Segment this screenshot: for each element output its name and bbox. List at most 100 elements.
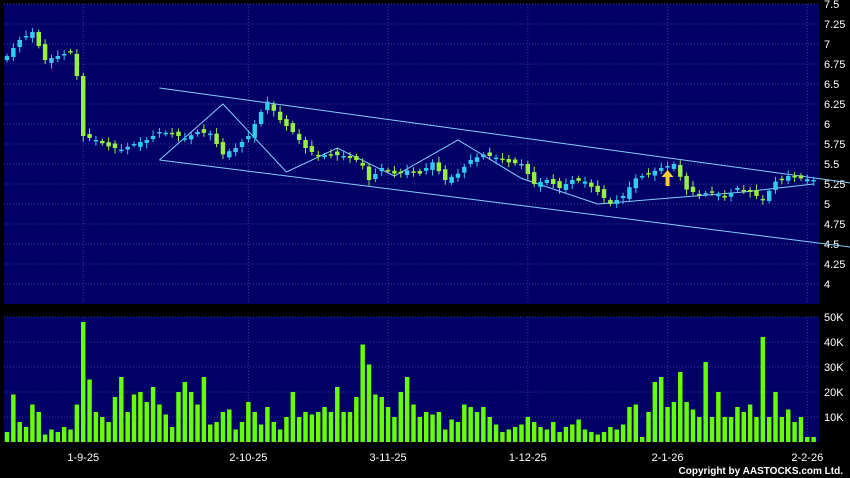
candle-body — [316, 154, 321, 157]
candle-body — [557, 181, 562, 188]
candle-body — [481, 154, 486, 158]
volume-bar — [462, 404, 467, 442]
candle-body — [182, 138, 188, 140]
date-tick-label: 1-12-25 — [509, 452, 547, 464]
volume-bar — [805, 437, 810, 442]
candle-body — [220, 142, 226, 155]
volume-bar — [449, 419, 454, 442]
volume-bar — [658, 377, 664, 442]
volume-bar — [341, 412, 346, 442]
volume-bar — [684, 402, 689, 442]
volume-bar — [646, 412, 651, 442]
volume-bar — [754, 417, 759, 442]
candle-body — [296, 133, 302, 140]
candle-body — [112, 143, 118, 148]
volume-bar — [119, 377, 124, 442]
volume-bar — [601, 432, 607, 442]
volume-bar — [722, 417, 727, 442]
candle-body — [684, 175, 689, 190]
price-panel — [4, 4, 819, 304]
candle-body — [722, 195, 727, 198]
candle-body — [525, 164, 531, 174]
volume-bar — [169, 427, 175, 442]
candlestick-series — [4, 28, 816, 208]
candle-body — [93, 140, 99, 142]
candle-body — [163, 132, 169, 135]
price-tick-label: 6 — [824, 119, 830, 131]
candle-body — [493, 157, 499, 160]
candle-body — [201, 129, 207, 133]
volume-bar — [271, 422, 276, 442]
volume-y-axis: 50K 40K 30K 20K 10K — [824, 312, 844, 424]
candle-body — [119, 149, 124, 152]
candle-body — [538, 182, 543, 187]
volume-bar — [246, 402, 251, 442]
volume-bar — [728, 417, 734, 442]
candle-body — [735, 188, 740, 190]
candle-body — [754, 190, 759, 196]
volume-bar — [366, 364, 372, 442]
volume-bar — [773, 392, 778, 442]
volume-bar — [296, 417, 302, 442]
date-tick-label: 2-2-26 — [791, 452, 823, 464]
volume-bar — [11, 394, 16, 442]
candle-body — [87, 134, 92, 138]
candle-body — [309, 146, 315, 152]
volume-bar — [150, 387, 156, 442]
volume-bar — [277, 429, 283, 442]
candle-body — [690, 186, 696, 192]
price-y-axis: 7.57.2576.756.56.2565.755.55.2554.754.54… — [824, 0, 845, 291]
candle-body — [608, 199, 613, 204]
candle-body — [423, 168, 429, 171]
candle-body — [633, 178, 639, 189]
volume-bar — [144, 402, 149, 442]
volume-bar — [131, 394, 137, 442]
candle-body — [366, 166, 372, 180]
candle-body — [328, 154, 334, 156]
volume-bar — [468, 407, 473, 442]
volume-bar — [100, 417, 105, 442]
candle-body — [468, 160, 473, 164]
candle-body — [697, 193, 702, 196]
candle-body — [462, 166, 467, 173]
candle-body — [652, 170, 658, 176]
volume-bar — [106, 422, 111, 442]
volume-bar — [430, 414, 435, 442]
price-tick-label: 6.5 — [824, 79, 839, 91]
volume-bar — [792, 422, 797, 442]
volume-bar — [214, 422, 219, 442]
volume-bar — [665, 407, 670, 442]
volume-series — [4, 322, 816, 442]
volume-tick-label: 50K — [824, 312, 844, 324]
volume-bar — [17, 422, 22, 442]
candle-body — [678, 164, 683, 177]
candle-body — [798, 175, 804, 179]
volume-bar — [208, 424, 213, 442]
volume-bar — [316, 412, 321, 442]
candle-body — [766, 190, 772, 201]
volume-bar — [265, 407, 270, 442]
candle-body — [258, 112, 264, 124]
volume-bar — [258, 424, 264, 442]
volume-bar — [620, 424, 626, 442]
date-tick-label: 1-9-25 — [67, 452, 99, 464]
candle-body — [354, 156, 359, 160]
volume-bar — [506, 429, 511, 442]
candle-body — [271, 104, 276, 111]
price-tick-label: 7.5 — [824, 0, 839, 11]
candle-body — [570, 180, 575, 184]
volume-bar — [80, 322, 86, 442]
candle-body — [595, 185, 600, 192]
volume-bar — [392, 417, 397, 442]
candle-body — [551, 179, 556, 184]
volume-bar — [703, 362, 708, 442]
candle-body — [728, 192, 734, 197]
volume-bar — [493, 424, 499, 442]
volume-bar — [570, 424, 575, 442]
candle-body — [779, 178, 785, 181]
volume-bar — [303, 412, 308, 442]
candle-body — [716, 194, 721, 197]
candle-body — [208, 133, 213, 136]
candle-body — [443, 169, 448, 180]
candle-body — [601, 189, 607, 198]
